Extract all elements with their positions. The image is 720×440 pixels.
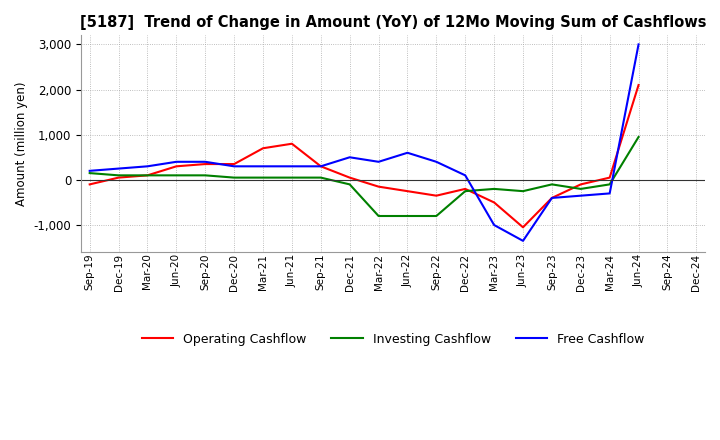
Investing Cashflow	[114, 173, 123, 178]
Free Cashflow	[606, 191, 614, 196]
Investing Cashflow	[518, 188, 527, 194]
Operating Cashflow	[86, 182, 94, 187]
Free Cashflow	[143, 164, 152, 169]
Operating Cashflow	[606, 175, 614, 180]
Operating Cashflow	[577, 182, 585, 187]
Free Cashflow	[461, 173, 469, 178]
Free Cashflow	[287, 164, 296, 169]
Free Cashflow	[258, 164, 267, 169]
Operating Cashflow	[143, 173, 152, 178]
Investing Cashflow	[86, 170, 94, 176]
Investing Cashflow	[403, 213, 412, 219]
Free Cashflow	[634, 42, 643, 47]
Line: Operating Cashflow: Operating Cashflow	[90, 85, 639, 227]
Operating Cashflow	[548, 195, 557, 201]
Free Cashflow	[548, 195, 557, 201]
Free Cashflow	[86, 168, 94, 173]
Operating Cashflow	[230, 161, 238, 167]
Line: Investing Cashflow: Investing Cashflow	[90, 137, 639, 216]
Free Cashflow	[490, 222, 498, 227]
Free Cashflow	[172, 159, 181, 165]
Operating Cashflow	[346, 175, 354, 180]
Free Cashflow	[577, 193, 585, 198]
Operating Cashflow	[114, 175, 123, 180]
Operating Cashflow	[258, 146, 267, 151]
Investing Cashflow	[201, 173, 210, 178]
Investing Cashflow	[230, 175, 238, 180]
Title: [5187]  Trend of Change in Amount (YoY) of 12Mo Moving Sum of Cashflows: [5187] Trend of Change in Amount (YoY) o…	[80, 15, 706, 30]
Legend: Operating Cashflow, Investing Cashflow, Free Cashflow: Operating Cashflow, Investing Cashflow, …	[137, 328, 649, 351]
Operating Cashflow	[201, 161, 210, 167]
Investing Cashflow	[432, 213, 441, 219]
Investing Cashflow	[287, 175, 296, 180]
Investing Cashflow	[548, 182, 557, 187]
Y-axis label: Amount (million yen): Amount (million yen)	[15, 81, 28, 206]
Operating Cashflow	[403, 188, 412, 194]
Investing Cashflow	[258, 175, 267, 180]
Free Cashflow	[403, 150, 412, 155]
Operating Cashflow	[461, 186, 469, 191]
Free Cashflow	[432, 159, 441, 165]
Investing Cashflow	[317, 175, 325, 180]
Operating Cashflow	[490, 200, 498, 205]
Operating Cashflow	[287, 141, 296, 147]
Investing Cashflow	[143, 173, 152, 178]
Investing Cashflow	[374, 213, 383, 219]
Line: Free Cashflow: Free Cashflow	[90, 44, 639, 241]
Free Cashflow	[201, 159, 210, 165]
Investing Cashflow	[346, 182, 354, 187]
Investing Cashflow	[634, 134, 643, 139]
Free Cashflow	[374, 159, 383, 165]
Operating Cashflow	[634, 82, 643, 88]
Investing Cashflow	[172, 173, 181, 178]
Investing Cashflow	[606, 182, 614, 187]
Investing Cashflow	[461, 188, 469, 194]
Operating Cashflow	[432, 193, 441, 198]
Free Cashflow	[114, 166, 123, 171]
Investing Cashflow	[490, 186, 498, 191]
Operating Cashflow	[317, 164, 325, 169]
Free Cashflow	[518, 238, 527, 243]
Free Cashflow	[230, 164, 238, 169]
Free Cashflow	[346, 154, 354, 160]
Operating Cashflow	[518, 225, 527, 230]
Operating Cashflow	[172, 164, 181, 169]
Operating Cashflow	[374, 184, 383, 189]
Investing Cashflow	[577, 186, 585, 191]
Free Cashflow	[317, 164, 325, 169]
